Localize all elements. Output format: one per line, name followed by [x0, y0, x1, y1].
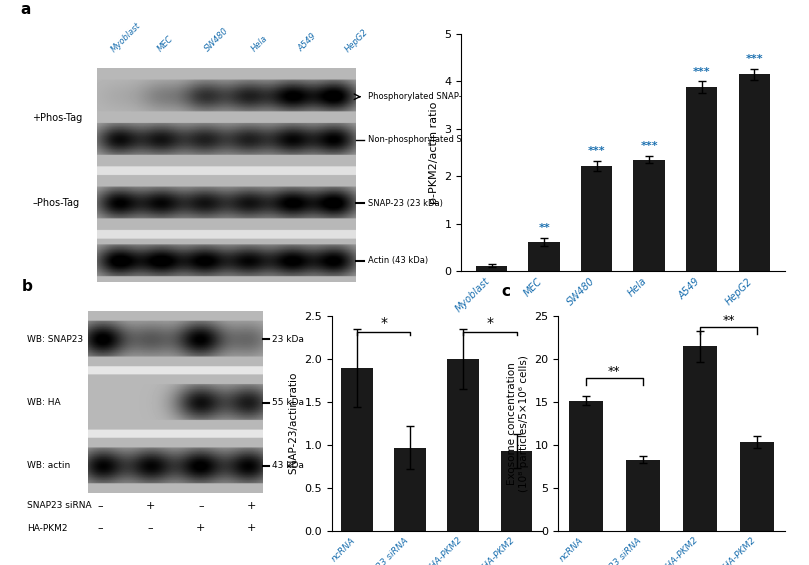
Bar [625, 460, 660, 531]
Text: +: + [247, 523, 256, 533]
Text: –: – [97, 501, 103, 511]
Text: **: ** [538, 223, 550, 233]
Text: SNAP23 siRNA: SNAP23 siRNA [28, 501, 91, 510]
Y-axis label: Exosome concentration
(10⁸ particles/5×10⁶ cells): Exosome concentration (10⁸ particles/5×1… [507, 355, 529, 492]
Text: –Phos-Tag: –Phos-Tag [32, 198, 79, 208]
Text: WB: actin: WB: actin [28, 461, 70, 470]
Bar [528, 242, 560, 271]
Text: WB: SNAP23: WB: SNAP23 [28, 335, 83, 344]
Text: b: b [21, 280, 32, 294]
Text: Non-phosphorylated SNAP-23: Non-phosphorylated SNAP-23 [368, 136, 493, 145]
Y-axis label: p-PKM2/actin ratio: p-PKM2/actin ratio [429, 101, 438, 204]
Text: Phosphorylated SNAP-23: Phosphorylated SNAP-23 [368, 92, 472, 101]
Bar [476, 266, 507, 271]
Text: Actin (43 kDa): Actin (43 kDa) [368, 257, 428, 266]
Y-axis label: SNAP-23/actin ratio: SNAP-23/actin ratio [289, 373, 299, 475]
Text: +Phos-Tag: +Phos-Tag [32, 114, 83, 123]
Text: **: ** [608, 365, 621, 378]
Bar [581, 166, 612, 271]
Text: –: – [198, 501, 204, 511]
Bar [739, 74, 770, 271]
Text: –: – [97, 523, 103, 533]
Text: ***: *** [745, 54, 763, 64]
Text: +: + [146, 501, 155, 511]
Bar [569, 401, 603, 531]
Text: c: c [502, 284, 510, 299]
Text: +: + [247, 501, 256, 511]
Bar [683, 346, 718, 531]
Bar [501, 451, 532, 531]
Bar [633, 160, 665, 271]
Text: a: a [20, 2, 31, 18]
Text: Myoblast: Myoblast [109, 21, 142, 54]
Bar [341, 368, 373, 531]
Text: +: + [197, 523, 205, 533]
Text: *: * [380, 316, 388, 330]
Text: *: * [486, 316, 493, 330]
Bar [447, 359, 480, 531]
Text: ***: *** [588, 146, 605, 157]
Text: SW480: SW480 [203, 27, 231, 54]
Text: Hela: Hela [250, 34, 269, 54]
Text: 43 kDa: 43 kDa [272, 461, 303, 470]
Text: HA-PKM2: HA-PKM2 [28, 524, 68, 533]
Text: WB: HA: WB: HA [28, 398, 61, 407]
Text: 23 kDa: 23 kDa [272, 335, 303, 344]
Bar [686, 87, 718, 271]
Text: HepG2: HepG2 [344, 27, 371, 54]
Text: SNAP-23 (23 kDa): SNAP-23 (23 kDa) [368, 199, 443, 208]
Text: **: ** [722, 314, 735, 327]
Text: 55 kDa: 55 kDa [272, 398, 304, 407]
Text: ***: *** [693, 67, 710, 77]
Bar [740, 442, 774, 531]
Text: –: – [148, 523, 153, 533]
Bar [394, 448, 426, 531]
Text: A549: A549 [297, 32, 319, 54]
Text: ***: *** [641, 141, 658, 151]
Text: MEC: MEC [156, 34, 176, 54]
